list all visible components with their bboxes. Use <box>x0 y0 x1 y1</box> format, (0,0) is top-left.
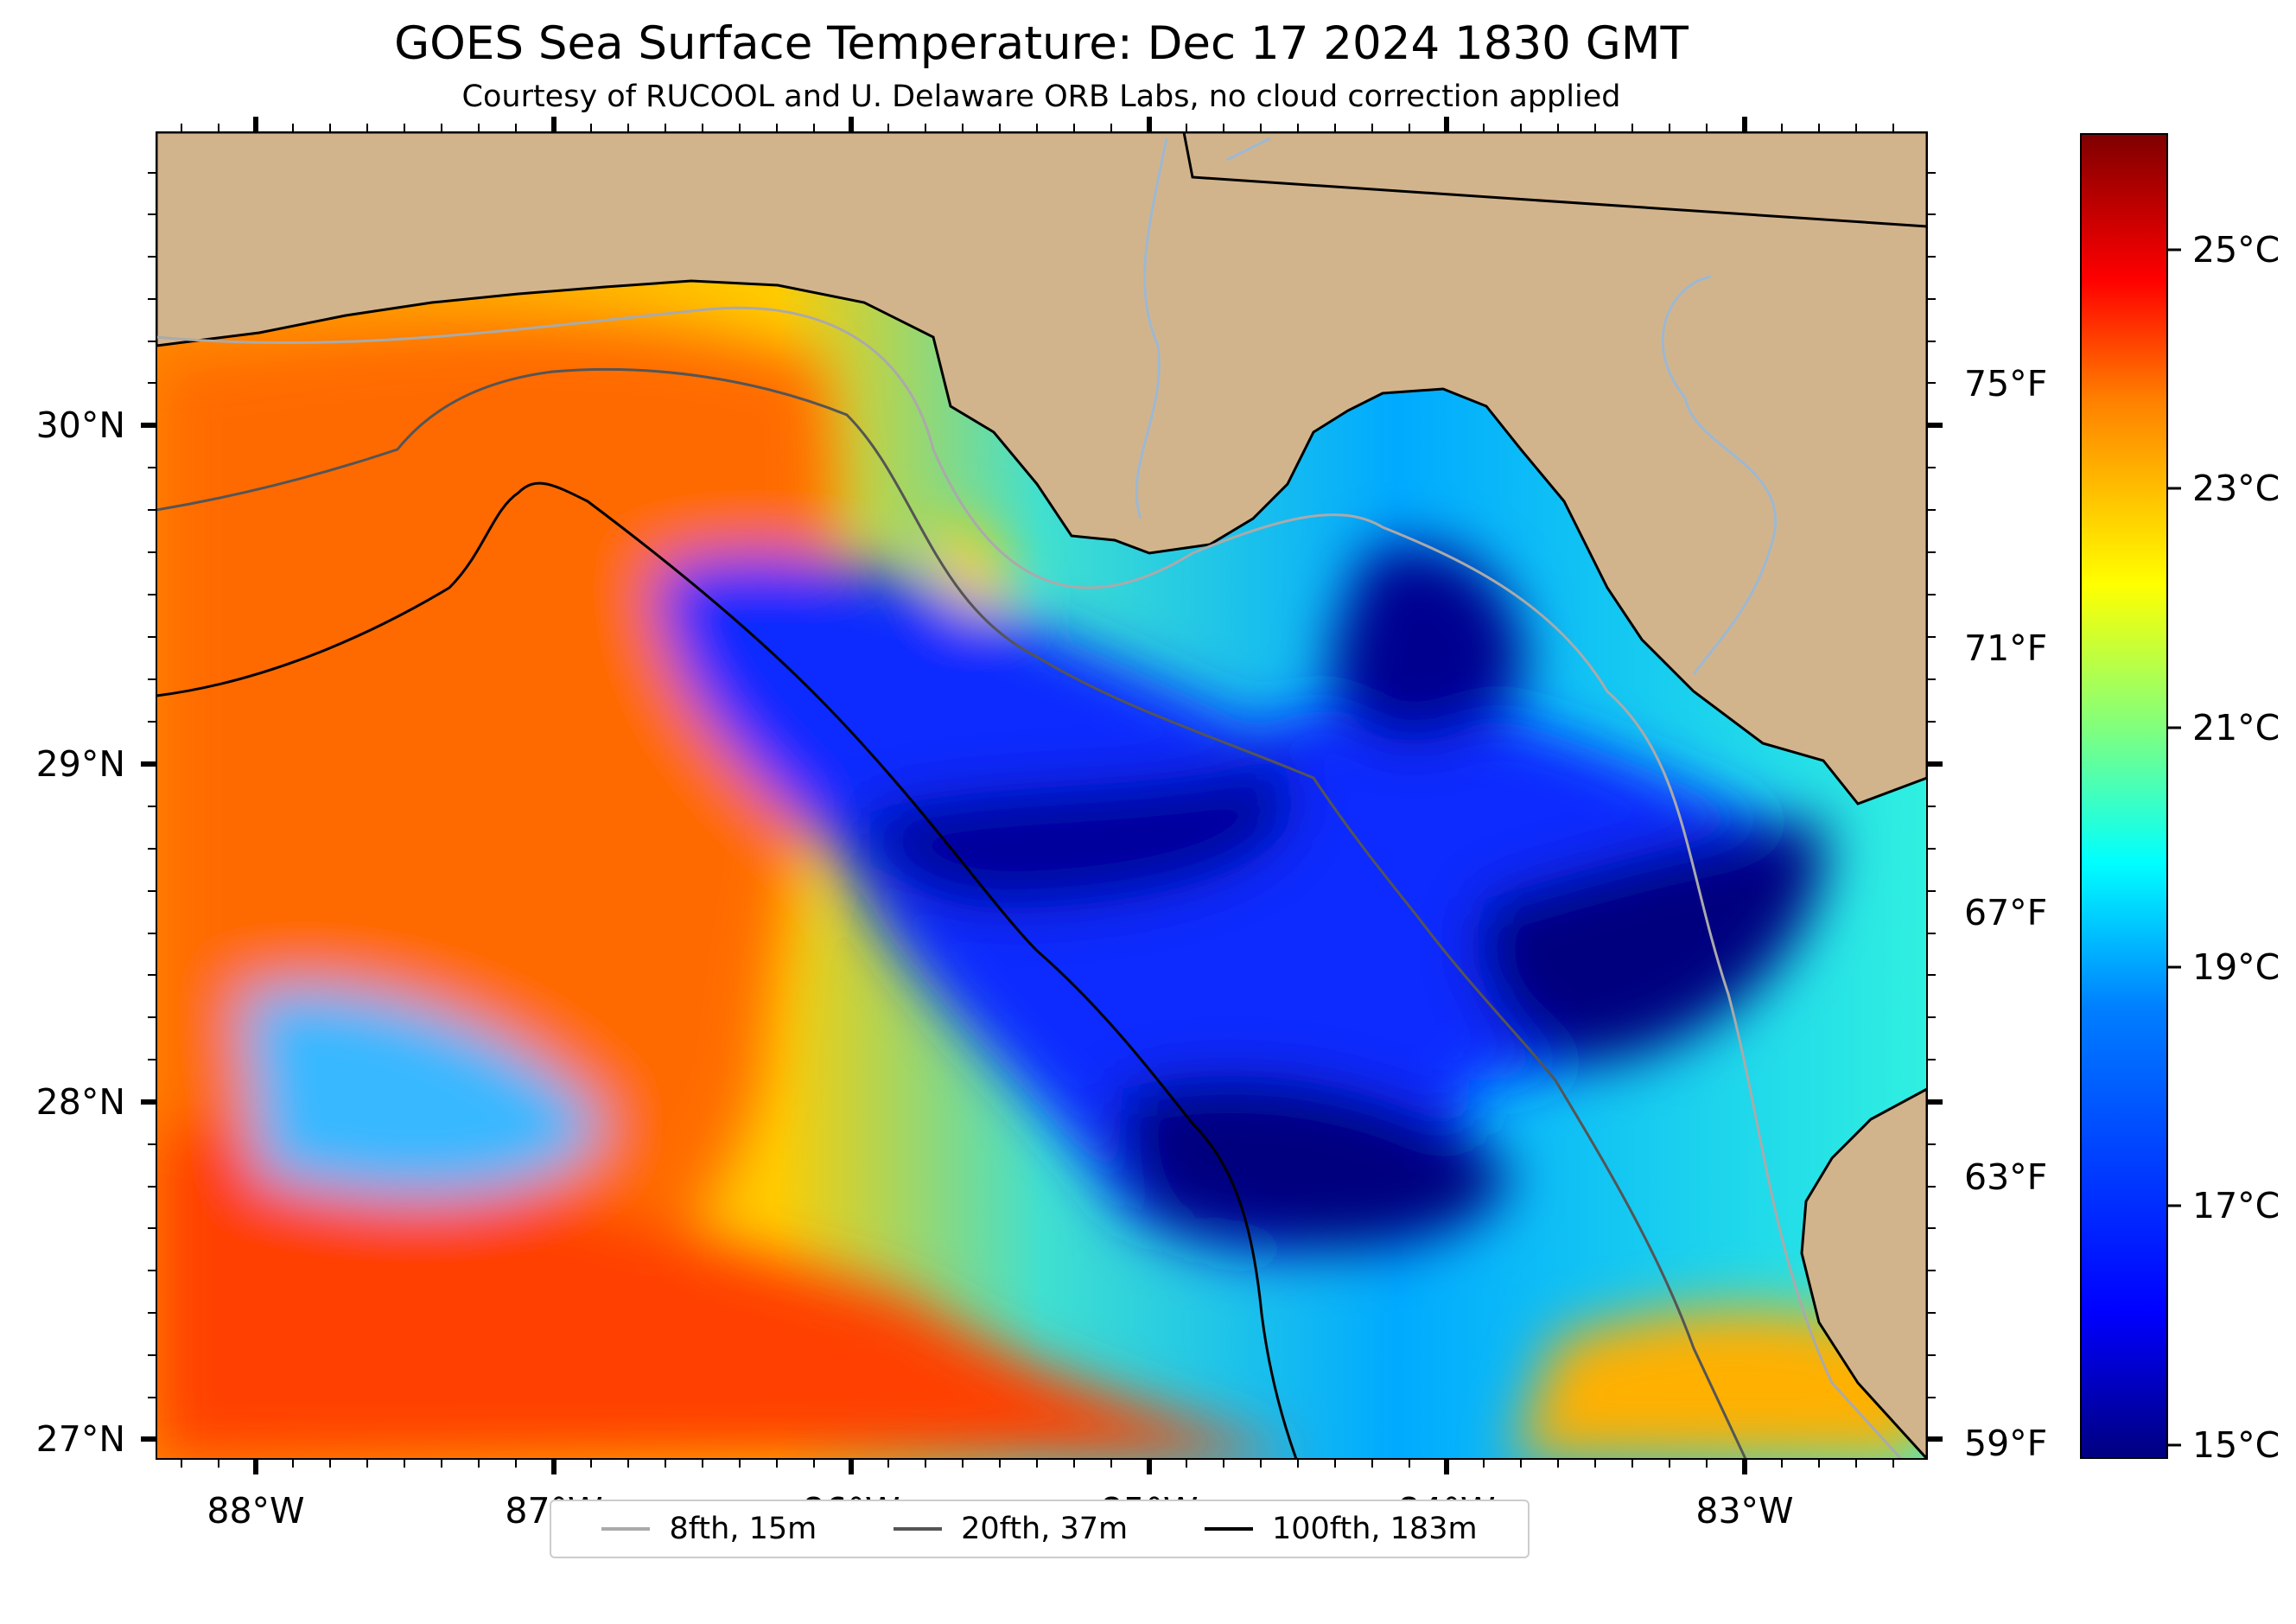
celsius-label: 15°C <box>2192 1424 2280 1466</box>
colorbar <box>2080 133 2168 1459</box>
legend-label: 20fth, 37m <box>961 1512 1129 1546</box>
lat-tick-label: 28°N <box>36 1081 125 1123</box>
warm-spot-bay <box>933 519 1008 610</box>
cool-patch-west <box>242 987 605 1197</box>
fahrenheit-label: 59°F <box>1964 1423 2047 1464</box>
colorbar-ticks <box>2167 248 2181 1447</box>
river-branch <box>1226 137 1271 162</box>
fahrenheit-label: 71°F <box>1964 627 2047 669</box>
isobath-legend: 8fth, 15m 20fth, 37m 100fth, 183m <box>550 1500 1530 1558</box>
fahrenheit-label: 67°F <box>1964 892 2047 933</box>
lat-major-ticks <box>141 423 1943 1442</box>
lat-tick-label: 27°N <box>36 1418 125 1460</box>
celsius-label: 19°C <box>2192 946 2280 988</box>
land-southwest-florida <box>1800 1087 1927 1459</box>
fahrenheit-label: 75°F <box>1964 363 2047 404</box>
fahrenheit-labels: 75°F 71°F 67°F 63°F 59°F <box>1964 363 2047 1464</box>
cold-core-east <box>1476 821 1825 1063</box>
isobath-20fth <box>156 367 1747 1459</box>
river <box>1135 137 1778 675</box>
legend-item-100fth: 100fth, 183m <box>1204 1512 1478 1546</box>
lat-tick-labels: 30°N 29°N 28°N 27°N <box>36 404 125 1460</box>
celsius-label: 25°C <box>2192 229 2280 271</box>
legend-swatch-20fth <box>894 1527 943 1531</box>
cold-core-north <box>1331 545 1524 742</box>
lon-major-ticks <box>253 117 1747 1474</box>
state-border <box>1182 132 1927 228</box>
lon-tick-label: 83°W <box>1695 1490 1793 1532</box>
lat-tick-label: 30°N <box>36 404 125 446</box>
legend-label: 100fth, 183m <box>1271 1512 1478 1546</box>
legend-swatch-8fth <box>601 1527 651 1531</box>
celsius-label: 21°C <box>2192 707 2280 748</box>
celsius-label: 23°C <box>2192 468 2280 509</box>
minor-ticks <box>148 124 1936 1468</box>
legend-swatch-100fth <box>1204 1527 1253 1531</box>
isobath-8fth <box>156 306 1903 1459</box>
lat-tick-label: 29°N <box>36 743 125 785</box>
celsius-label: 17°C <box>2192 1185 2280 1226</box>
legend-label: 8fth, 15m <box>669 1512 817 1546</box>
map-frame <box>156 131 1928 1460</box>
isobaths <box>156 306 1903 1459</box>
map-title: GOES Sea Surface Temperature: Dec 17 202… <box>394 17 1689 70</box>
warm-south-region <box>156 1124 1296 1459</box>
cold-plume-region <box>657 555 1799 1253</box>
map-subtitle: Courtesy of RUCOOL and U. Delaware ORB L… <box>461 80 1621 114</box>
legend-item-8fth: 8fth, 15m <box>601 1512 817 1546</box>
cold-core-south <box>1120 1075 1512 1249</box>
isobath-100fth <box>156 481 1298 1459</box>
fahrenheit-label: 63°F <box>1964 1156 2047 1198</box>
lon-tick-label: 88°W <box>207 1490 304 1532</box>
warm-southeast-region <box>1512 1308 1927 1459</box>
sst-field <box>156 132 1927 1459</box>
land <box>156 132 1927 1459</box>
celsius-labels: 25°C 23°C 21°C 19°C 17°C 15°C <box>2192 229 2280 1466</box>
land-mainland <box>156 132 1927 806</box>
legend-item-20fth: 20fth, 37m <box>894 1512 1128 1546</box>
